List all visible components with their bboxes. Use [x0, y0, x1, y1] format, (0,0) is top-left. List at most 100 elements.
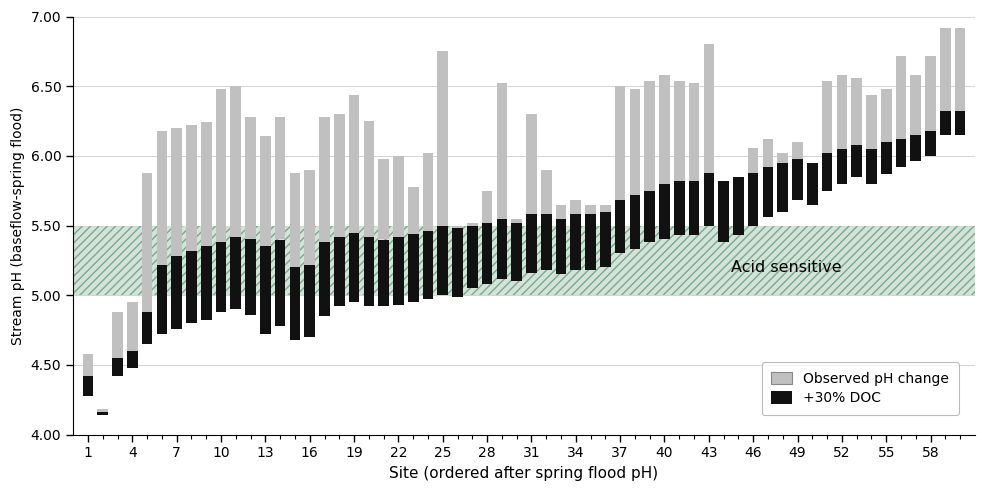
- Bar: [157, 131, 168, 265]
- Bar: [880, 142, 891, 174]
- Bar: [275, 117, 286, 240]
- Bar: [688, 84, 699, 181]
- Bar: [246, 240, 256, 315]
- Bar: [895, 56, 906, 139]
- Bar: [821, 153, 832, 191]
- Bar: [98, 409, 108, 412]
- Bar: [157, 265, 168, 334]
- Bar: [364, 237, 374, 307]
- Bar: [127, 302, 138, 351]
- Bar: [112, 358, 123, 376]
- Bar: [231, 86, 242, 237]
- Bar: [733, 177, 743, 235]
- Bar: [895, 139, 906, 167]
- Bar: [408, 234, 418, 302]
- Bar: [527, 114, 536, 215]
- Bar: [925, 131, 936, 156]
- Bar: [792, 142, 803, 159]
- Bar: [571, 201, 581, 215]
- Bar: [83, 376, 94, 396]
- Text: Acid sensitive: Acid sensitive: [731, 260, 842, 275]
- Bar: [866, 149, 877, 184]
- Bar: [393, 237, 403, 305]
- Bar: [556, 205, 566, 218]
- Bar: [305, 170, 316, 265]
- Bar: [630, 89, 640, 195]
- Bar: [497, 218, 507, 278]
- Bar: [379, 240, 388, 307]
- Bar: [910, 135, 921, 161]
- Bar: [423, 231, 433, 300]
- Bar: [334, 114, 345, 237]
- Bar: [674, 181, 684, 235]
- Bar: [571, 215, 581, 270]
- Bar: [703, 173, 714, 225]
- Bar: [408, 186, 418, 234]
- Bar: [260, 136, 271, 246]
- Bar: [615, 86, 625, 201]
- Bar: [940, 28, 951, 111]
- Bar: [940, 111, 951, 135]
- Bar: [482, 223, 492, 284]
- Bar: [718, 181, 729, 242]
- Bar: [142, 173, 153, 312]
- Bar: [660, 184, 669, 240]
- Bar: [423, 153, 433, 231]
- Bar: [453, 225, 462, 228]
- Bar: [127, 351, 138, 368]
- Bar: [880, 89, 891, 142]
- Bar: [364, 121, 374, 237]
- Bar: [600, 212, 610, 267]
- Bar: [73, 225, 975, 295]
- Bar: [512, 223, 522, 281]
- Bar: [216, 89, 227, 242]
- Bar: [467, 225, 477, 288]
- Bar: [660, 75, 669, 184]
- Bar: [645, 81, 655, 191]
- Bar: [836, 149, 847, 184]
- Bar: [512, 218, 522, 223]
- Bar: [112, 312, 123, 358]
- Bar: [703, 44, 714, 173]
- Bar: [260, 246, 271, 334]
- Bar: [747, 173, 758, 225]
- Bar: [615, 201, 625, 253]
- Bar: [866, 94, 877, 149]
- Bar: [527, 215, 536, 273]
- Bar: [541, 215, 551, 270]
- Bar: [630, 195, 640, 249]
- Bar: [305, 265, 316, 337]
- Bar: [497, 84, 507, 218]
- Bar: [349, 233, 359, 302]
- Y-axis label: Stream pH (baseflow-spring flood): Stream pH (baseflow-spring flood): [11, 106, 25, 345]
- Bar: [556, 218, 566, 275]
- Bar: [954, 111, 965, 135]
- Bar: [851, 145, 862, 177]
- Bar: [290, 267, 301, 340]
- Bar: [438, 225, 448, 295]
- Bar: [586, 215, 596, 270]
- Bar: [231, 237, 242, 309]
- Bar: [290, 173, 301, 267]
- Legend: Observed pH change, +30% DOC: Observed pH change, +30% DOC: [761, 362, 959, 415]
- Bar: [172, 256, 182, 329]
- Bar: [142, 312, 153, 344]
- Bar: [925, 56, 936, 131]
- Bar: [954, 28, 965, 111]
- Bar: [467, 223, 477, 225]
- Bar: [792, 159, 803, 201]
- Bar: [747, 148, 758, 173]
- Bar: [910, 75, 921, 135]
- Bar: [349, 94, 359, 233]
- Bar: [216, 242, 227, 312]
- Bar: [246, 117, 256, 240]
- Bar: [688, 181, 699, 235]
- Bar: [319, 117, 330, 242]
- Bar: [674, 81, 684, 181]
- Bar: [762, 139, 773, 167]
- Bar: [98, 412, 108, 415]
- Bar: [821, 81, 832, 153]
- Bar: [438, 52, 448, 225]
- X-axis label: Site (ordered after spring flood pH): Site (ordered after spring flood pH): [389, 466, 659, 481]
- Bar: [83, 354, 94, 376]
